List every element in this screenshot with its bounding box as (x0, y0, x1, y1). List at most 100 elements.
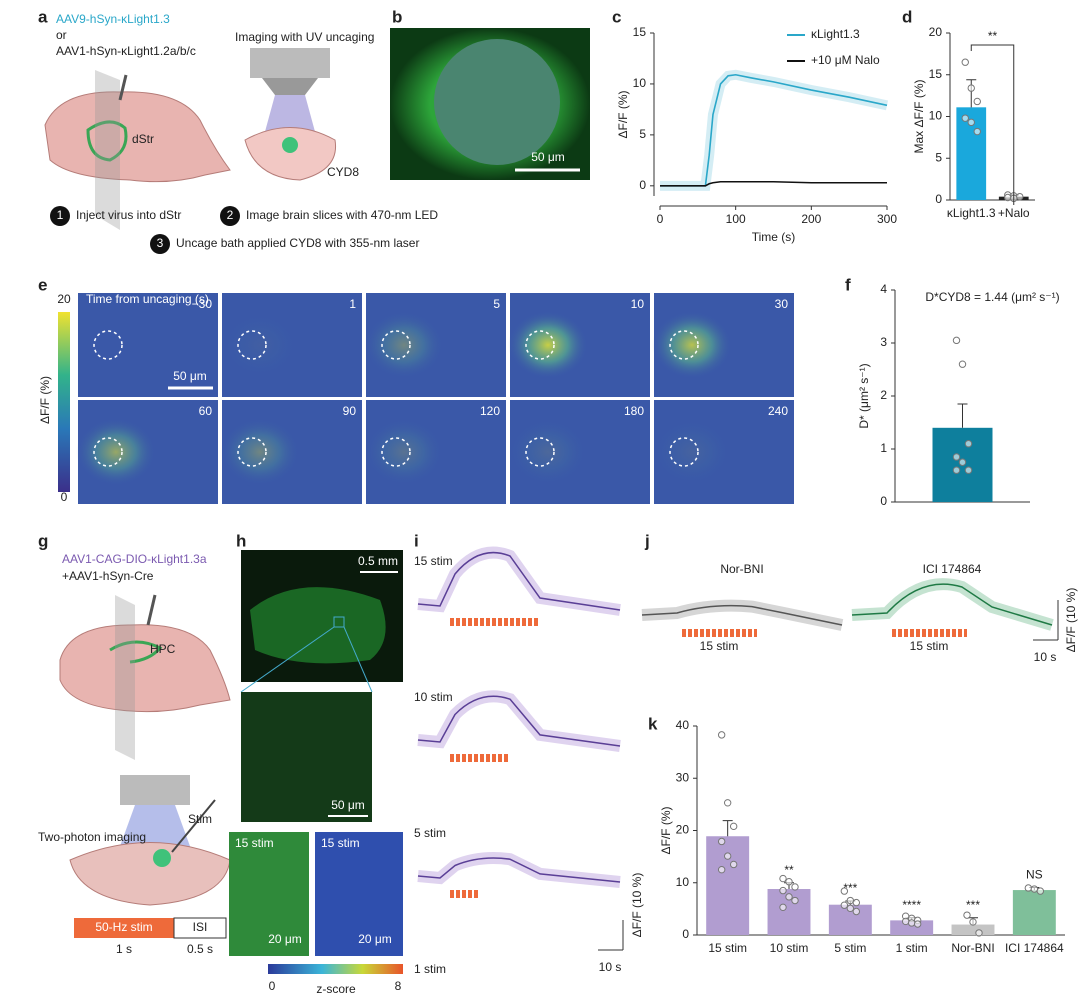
data-point (717, 731, 726, 739)
data-point (1004, 193, 1012, 202)
inset-line (240, 626, 335, 693)
vector-text: or (56, 28, 67, 42)
scale-label: 50 μm (531, 150, 565, 164)
time-label: −30 (192, 297, 213, 311)
protocol-label: 50-Hz stim (95, 920, 152, 934)
scale-label: 10 s (1034, 650, 1057, 664)
legend-label: κLight1.3 (811, 27, 860, 41)
y-tick-label: 5 (639, 127, 646, 141)
fluorescence (652, 418, 732, 486)
data-point (913, 920, 922, 928)
inset-line (343, 626, 373, 693)
scale-label: 50 μm (173, 369, 207, 383)
y-tick-label: 2 (880, 388, 887, 402)
data-point (779, 886, 787, 895)
error-band (660, 69, 889, 191)
trace (851, 583, 1053, 626)
y-tick-label: 0 (682, 927, 689, 941)
y-tick-label: 3 (880, 335, 887, 349)
brain-drawing (44, 91, 231, 183)
data-point (952, 466, 961, 474)
panel-label: c (612, 7, 621, 26)
data-point (1030, 885, 1039, 893)
y-axis-label: ΔF/F (%) (659, 806, 673, 854)
scale-label: 50 μm (331, 798, 365, 812)
roi-circle (669, 330, 699, 360)
data-point (964, 440, 973, 448)
x-tick-label: 300 (877, 212, 897, 226)
protocol-label: ISI (193, 920, 208, 934)
significance: *** (966, 898, 980, 912)
data-point (963, 911, 971, 919)
colorbar-label: z-score (316, 982, 356, 996)
caption: Stim (188, 812, 212, 826)
y-tick-label: 40 (676, 718, 690, 732)
y-tick-label: 5 (935, 150, 942, 164)
data-point (723, 799, 732, 807)
data-point (791, 883, 799, 891)
data-point (1016, 192, 1024, 201)
slice-drawing (69, 842, 231, 906)
y-tick-label: 20 (929, 25, 943, 39)
data-point (729, 860, 738, 869)
time-label: 10 (631, 297, 645, 311)
brain-drawing (59, 624, 231, 713)
fluorescence (508, 311, 588, 379)
step-text: Inject virus into dStr (76, 208, 181, 222)
step-number: 1 (57, 208, 64, 222)
roi-circle (237, 330, 267, 360)
inset-label: 15 stim (235, 836, 274, 850)
micrograph (315, 832, 403, 956)
error-bar (722, 820, 733, 837)
y-tick-label: 10 (929, 109, 943, 123)
data-point (846, 896, 855, 905)
fluorescence (364, 311, 444, 379)
colorbar (268, 964, 403, 974)
trace-band (641, 599, 844, 631)
x-tick-label: 200 (801, 212, 821, 226)
data-point (791, 896, 799, 905)
roi-circle (525, 437, 555, 467)
caption: Two-photon imaging (38, 830, 146, 844)
trace-group: 15 stim 10 stim 5 stim 1 stim (414, 546, 621, 976)
trace-label: 15 stim (414, 554, 453, 568)
data-point (852, 898, 861, 907)
colorbar (58, 312, 70, 492)
y-tick-label: 30 (676, 770, 690, 784)
data-point (723, 852, 732, 860)
electrode (171, 799, 216, 853)
panel-label: k (648, 714, 658, 733)
scale-label: 0.5 mm (358, 554, 398, 568)
vector-text: AAV1-hSyn-κLight1.2a/b/c (56, 44, 196, 58)
trace-group: Nor-BNI 15 stim ICI 174864 15 stim (641, 562, 1054, 653)
roi-circle (93, 437, 123, 467)
x-tick-label: κLight1.3 (947, 206, 996, 220)
protocol-stim (74, 918, 174, 938)
data-point (717, 837, 726, 846)
syringe (146, 594, 157, 626)
data-point (840, 887, 849, 895)
fluorescence (364, 418, 444, 486)
y-tick-label: 20 (676, 823, 690, 837)
significance: NS (1026, 868, 1043, 882)
colorbar-max: 8 (395, 979, 402, 993)
x-tick-label: 5 stim (834, 941, 866, 955)
fluorescence (153, 849, 171, 867)
y-tick-label: 15 (633, 25, 647, 39)
roi-circle (93, 330, 123, 360)
time-label: 120 (480, 404, 500, 418)
inset-label: 15 stim (321, 836, 360, 850)
trace (417, 695, 621, 747)
scale-label: ΔF/F (10 %) (1064, 588, 1078, 653)
step-badge (50, 206, 70, 226)
data-point (961, 58, 969, 66)
vector-text: AAV9-hSyn-κLight1.3 (56, 12, 170, 26)
data-point (717, 865, 726, 874)
time-label: 1 (349, 297, 356, 311)
roi-circle (237, 437, 267, 467)
time-label: 240 (768, 404, 788, 418)
inset-box (333, 616, 345, 628)
micrograph (241, 692, 372, 822)
legend-label: +10 μM Nalo (811, 53, 880, 67)
